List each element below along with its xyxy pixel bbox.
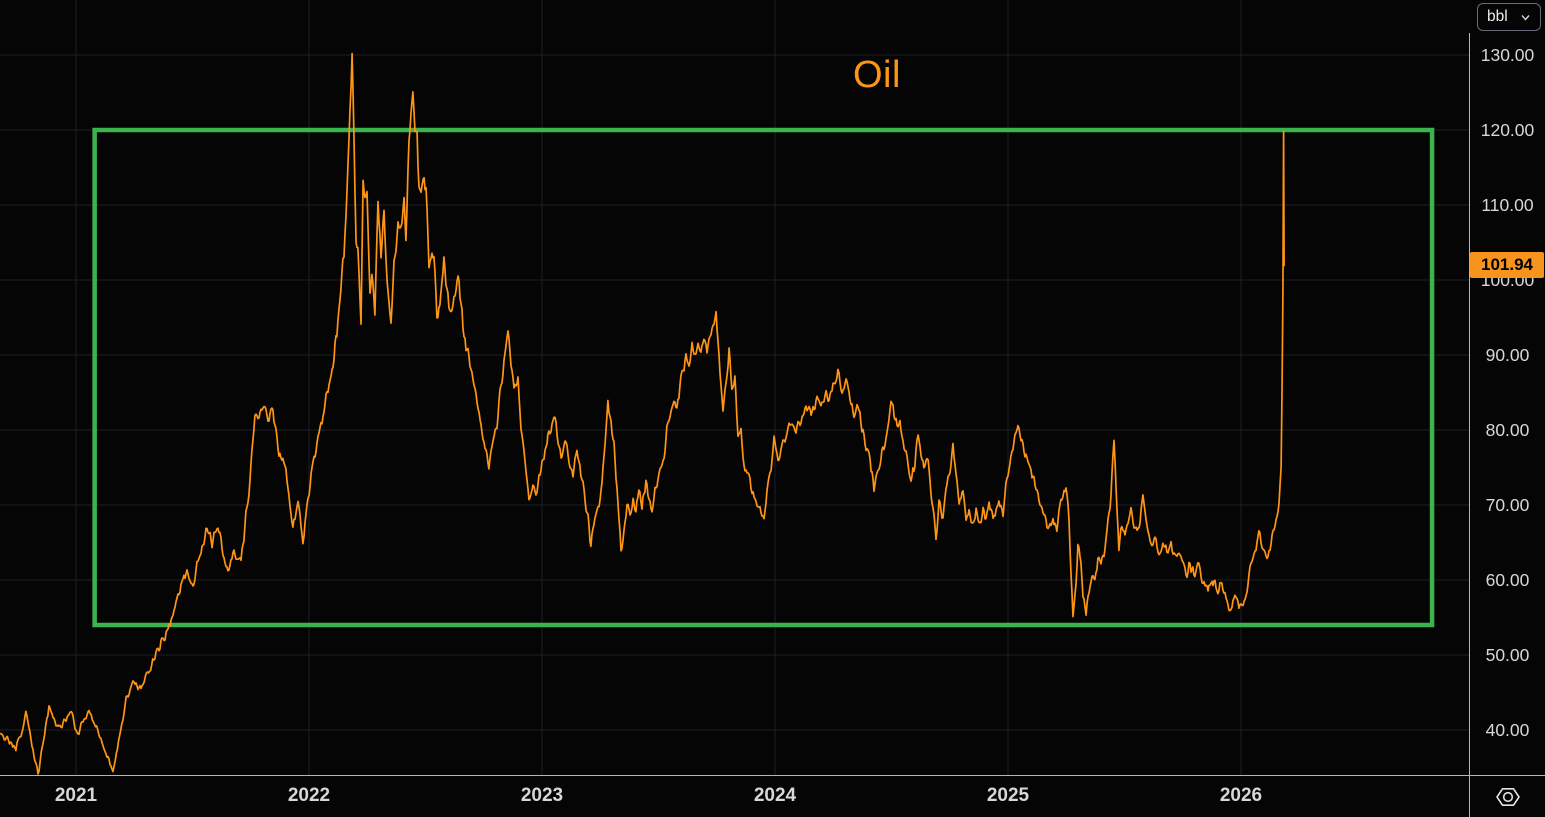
price-tick-label: 90.00 — [1485, 345, 1530, 365]
time-axis[interactable]: 2021 2022 2023 2024 2025 2026 — [0, 776, 1469, 817]
price-tick-label: 60.00 — [1485, 570, 1530, 590]
price-tick-label: 50.00 — [1485, 645, 1530, 665]
price-tick-label: 80.00 — [1485, 420, 1530, 440]
chevron-down-icon — [1521, 14, 1530, 21]
unit-selector-button[interactable]: bbl — [1477, 3, 1541, 31]
price-tick-label: 130.00 — [1480, 45, 1535, 65]
chart-area[interactable]: Oil — [0, 0, 1469, 776]
axis-separator-horizontal — [0, 775, 1545, 776]
price-tick-label: 70.00 — [1485, 495, 1530, 515]
time-tick-label: 2024 — [753, 785, 797, 806]
hexagon-circle-icon — [1495, 787, 1520, 806]
price-chart-canvas — [0, 0, 1469, 776]
last-price-label: 101.94 — [1470, 252, 1544, 279]
timezone-settings-button[interactable] — [1470, 776, 1545, 817]
range-rectangle — [92, 127, 1435, 628]
time-tick-label: 2021 — [54, 785, 98, 806]
chart-title: Oil — [853, 54, 901, 96]
price-line — [0, 52, 1285, 775]
price-axis[interactable]: 40.00 50.00 60.00 70.00 80.00 90.00 100.00 110.… — [1470, 0, 1545, 776]
time-tick-label: 2025 — [986, 785, 1030, 806]
unit-selector-label: bbl — [1487, 8, 1508, 25]
price-tick-label: 40.00 — [1485, 720, 1530, 740]
time-tick-label: 2022 — [287, 785, 331, 806]
time-tick-label: 2026 — [1219, 785, 1263, 806]
time-tick-label: 2023 — [520, 785, 564, 806]
axis-separator-vertical — [1469, 33, 1470, 817]
price-tick-label: 120.00 — [1480, 120, 1535, 140]
price-tick-label: 110.00 — [1481, 195, 1534, 215]
